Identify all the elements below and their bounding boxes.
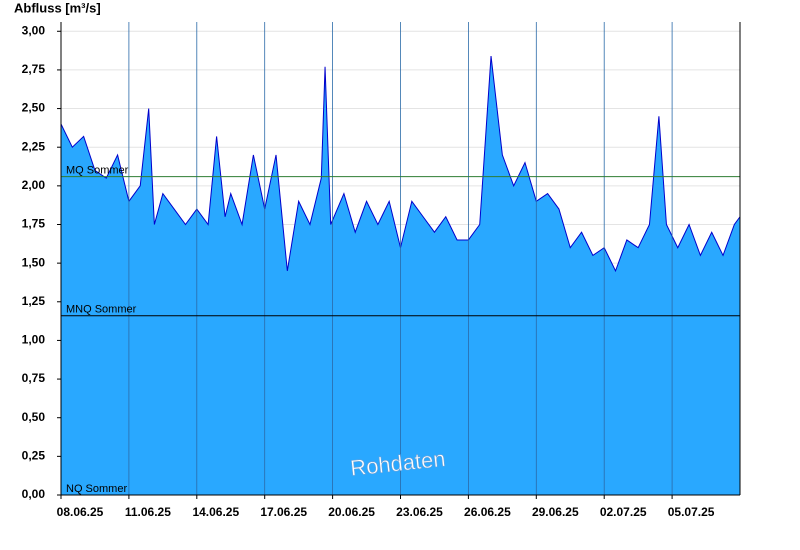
y-tick-label: 2,25	[22, 139, 46, 153]
y-tick-label: 1,50	[22, 255, 46, 269]
reference-label: NQ Sommer	[66, 483, 127, 495]
y-tick-label: 0,75	[22, 371, 46, 385]
y-tick-label: 0,00	[22, 487, 46, 501]
y-tick-label: 2,75	[22, 62, 46, 76]
data-line	[60, 55, 741, 273]
x-tick-label: 11.06.25	[125, 505, 171, 519]
reference-label: MNQ Sommer	[66, 304, 137, 316]
x-tick-label: 20.06.25	[328, 505, 375, 519]
y-axis-label: Abfluss [m³/s]	[14, 0, 101, 15]
y-tick-label: 2,50	[22, 101, 46, 115]
y-tick-label: 3,00	[22, 23, 46, 37]
x-tick-label: 02.07.25	[600, 505, 647, 519]
y-tick-label: 1,00	[22, 333, 46, 347]
x-tick-label: 29.06.25	[532, 505, 579, 519]
x-tick-label: 23.06.25	[396, 505, 443, 519]
reference-label: MQ Sommer	[66, 164, 129, 176]
x-tick-label: 08.06.25	[57, 505, 104, 519]
y-tick-label: 1,25	[22, 294, 46, 308]
y-tick-label: 0,50	[22, 410, 46, 424]
x-tick-label: 05.07.25	[668, 505, 715, 519]
y-tick-label: 2,00	[22, 178, 46, 192]
y-tick-label: 0,25	[22, 449, 46, 463]
x-tick-label: 17.06.25	[260, 505, 307, 519]
y-tick-label: 1,75	[22, 217, 46, 231]
x-tick-label: 14.06.25	[192, 505, 239, 519]
x-tick-label: 26.06.25	[464, 505, 511, 519]
